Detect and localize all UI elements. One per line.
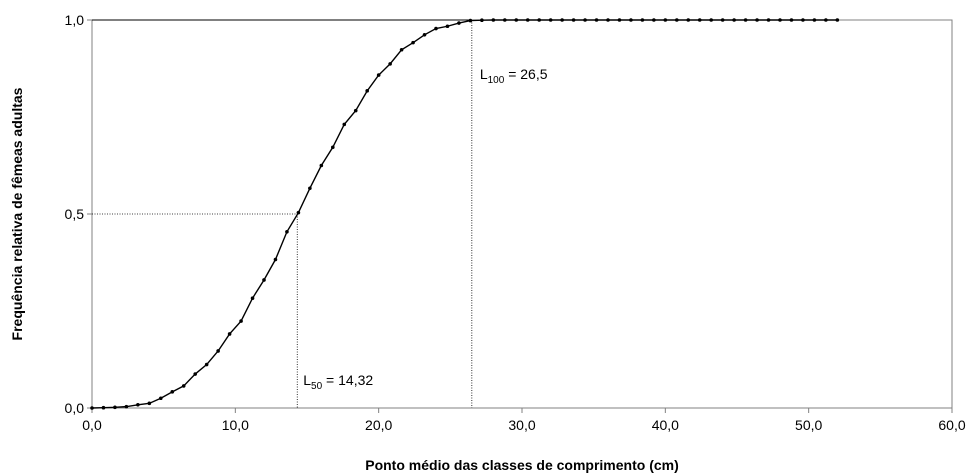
data-point	[629, 18, 633, 22]
data-point	[732, 18, 736, 22]
data-point	[514, 18, 519, 22]
data-point	[571, 18, 576, 22]
data-point	[709, 18, 713, 22]
x-tick-label: 60,0	[938, 417, 965, 433]
data-point	[445, 24, 450, 29]
data-point	[273, 257, 278, 262]
data-point	[686, 18, 691, 22]
series-line	[91, 19, 838, 409]
data-point	[824, 18, 828, 22]
data-point	[399, 47, 404, 52]
data-point	[170, 390, 175, 394]
data-point	[308, 186, 312, 191]
data-point	[789, 18, 794, 22]
data-point	[331, 145, 335, 150]
x-tick-label: 50,0	[795, 417, 822, 433]
data-point	[594, 18, 599, 22]
annotation-l100-sub: 100	[488, 75, 505, 86]
data-point	[480, 18, 484, 23]
data-point	[136, 403, 140, 407]
series-maturity-curve	[90, 18, 840, 410]
x-tick-label: 0,0	[82, 417, 102, 433]
data-point	[812, 18, 817, 22]
y-tick-label: 0,0	[65, 400, 85, 416]
data-point	[766, 18, 771, 22]
annotation-l100: L100 = 26,5	[480, 66, 548, 86]
annotation-l50-sub: 50	[311, 381, 323, 392]
data-point	[468, 18, 473, 23]
data-point	[652, 18, 656, 22]
data-point	[606, 18, 610, 22]
data-point	[239, 319, 243, 323]
data-point	[422, 33, 427, 37]
data-point	[204, 362, 209, 367]
x-tick-label: 20,0	[365, 417, 392, 433]
data-point	[583, 18, 587, 22]
data-point	[720, 18, 725, 22]
data-point	[411, 40, 415, 45]
data-point	[675, 18, 679, 22]
data-point	[147, 401, 152, 406]
y-axis-title: Frequência relativa de fêmeas adultas	[9, 87, 25, 340]
data-point	[227, 332, 232, 336]
data-point	[285, 229, 289, 234]
data-point	[491, 18, 496, 22]
data-point	[101, 405, 106, 410]
data-point	[755, 18, 759, 22]
data-point	[640, 18, 645, 22]
data-point	[697, 18, 702, 22]
data-point	[663, 18, 668, 22]
data-point	[548, 18, 553, 22]
data-point	[434, 26, 438, 31]
data-point	[376, 73, 381, 77]
data-point	[503, 18, 507, 22]
reference-lines	[92, 19, 473, 408]
data-point	[181, 384, 186, 388]
data-point	[525, 18, 530, 22]
data-point	[216, 349, 220, 353]
data-point	[560, 18, 564, 22]
annotation-l100-main: L	[480, 66, 488, 82]
data-point	[90, 406, 94, 410]
data-point	[835, 18, 840, 22]
x-tick-label: 30,0	[508, 417, 535, 433]
data-point	[124, 404, 129, 409]
data-point	[801, 18, 805, 22]
data-point	[617, 18, 622, 22]
x-axis-title: Ponto médio das classes de comprimento (…	[365, 457, 679, 473]
annotation-l100-rest: = 26,5	[504, 66, 547, 82]
x-tick-label: 10,0	[222, 417, 249, 433]
data-point	[537, 18, 541, 22]
data-point	[365, 89, 370, 93]
data-point	[457, 21, 461, 25]
data-point	[113, 405, 117, 410]
data-point	[342, 122, 347, 127]
y-tick-label: 0,5	[65, 206, 85, 222]
annotation-l50-rest: = 14,32	[322, 372, 373, 388]
data-point	[778, 18, 782, 22]
y-tick-label: 1,0	[65, 12, 85, 28]
tick-labels: 0,0 10,0 20,0 30,0 40,0 50,0 60,0 0,0 0,5 1,0	[65, 12, 966, 433]
data-point	[159, 396, 163, 401]
annotation-l50: L50 = 14,32	[303, 372, 373, 392]
x-tick-label: 40,0	[652, 417, 679, 433]
data-point	[296, 210, 301, 215]
data-point	[743, 18, 748, 22]
data-point	[353, 108, 358, 113]
data-point	[388, 62, 392, 66]
data-point	[250, 296, 255, 300]
data-point	[319, 163, 324, 168]
annotation-l50-main: L	[303, 372, 311, 388]
data-point	[193, 372, 197, 376]
data-point	[262, 278, 266, 282]
